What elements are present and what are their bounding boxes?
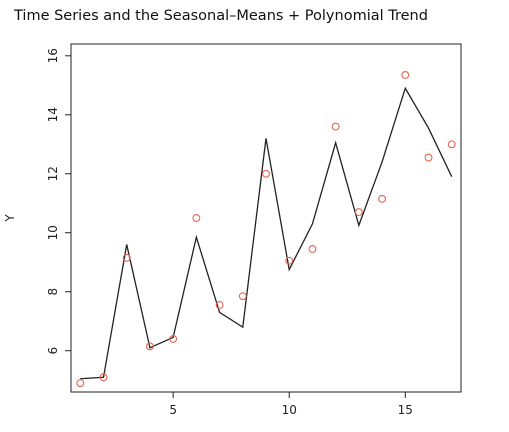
y-tick-label: 6 bbox=[46, 347, 60, 355]
data-point bbox=[76, 379, 85, 388]
y-axis-label: Y bbox=[3, 214, 17, 223]
data-point bbox=[424, 153, 433, 162]
x-tick-label: 5 bbox=[169, 403, 177, 417]
chart-title: Time Series and the Seasonal–Means + Pol… bbox=[13, 8, 428, 24]
data-point bbox=[238, 292, 247, 301]
data-point bbox=[215, 301, 224, 309]
x-tick-label: 10 bbox=[282, 403, 297, 417]
data-point bbox=[285, 256, 294, 265]
data-point bbox=[447, 140, 456, 149]
y-tick-label: 14 bbox=[46, 107, 60, 122]
x-axis: 5 10 15 bbox=[169, 391, 413, 417]
data-point bbox=[145, 342, 154, 351]
data-point bbox=[262, 169, 270, 178]
series-layer bbox=[76, 71, 456, 388]
y-tick-label: 12 bbox=[46, 166, 60, 181]
data-point bbox=[331, 122, 340, 131]
trend-line bbox=[80, 86, 453, 380]
data-point bbox=[169, 334, 178, 343]
y-tick-label: 8 bbox=[46, 288, 60, 296]
data-point bbox=[308, 245, 317, 253]
y-tick-label: 10 bbox=[46, 225, 60, 240]
data-point bbox=[122, 253, 131, 262]
data-point bbox=[354, 208, 363, 217]
y-axis: 6 8 10 12 14 16 bbox=[46, 48, 72, 355]
data-point bbox=[378, 194, 387, 203]
data-point bbox=[192, 214, 201, 222]
x-tick-label: 15 bbox=[398, 403, 413, 417]
data-point bbox=[401, 71, 410, 79]
data-point bbox=[99, 373, 108, 382]
y-tick-label: 16 bbox=[46, 48, 60, 63]
